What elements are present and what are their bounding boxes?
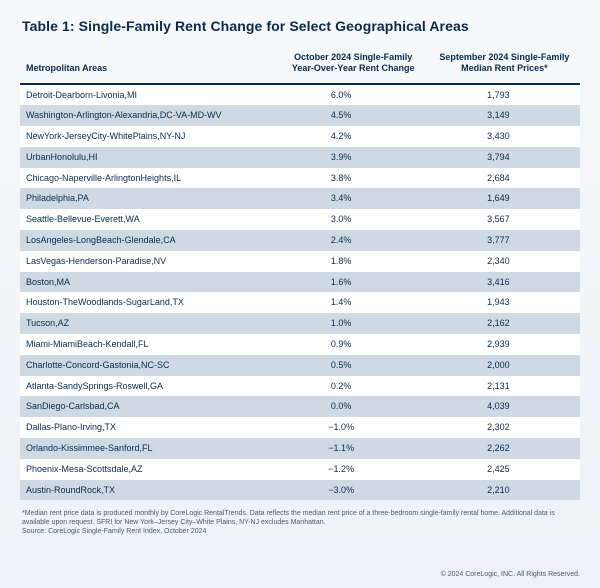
cell-change: 3.0% [278, 209, 429, 230]
cell-change: −1.2% [278, 459, 429, 480]
cell-price: 3,567 [429, 209, 580, 230]
cell-change: 0.2% [278, 376, 429, 397]
cell-metro: Detroit-Dearborn-Livonia,MI [20, 84, 278, 106]
table-row: LosAngeles-LongBeach-Glendale,CA2.4%3,77… [20, 230, 580, 251]
cell-metro: Houston-TheWoodlands-SugarLand,TX [20, 292, 278, 313]
cell-metro: Tucson,AZ [20, 313, 278, 334]
cell-change: −1.0% [278, 417, 429, 438]
table-footnote: *Median rent price data is produced mont… [20, 510, 580, 536]
table-row: UrbanHonolulu,HI3.9%3,794 [20, 147, 580, 168]
table-card: Table 1: Single-Family Rent Change for S… [0, 0, 600, 588]
cell-change: 0.9% [278, 334, 429, 355]
table-row: Miami-MiamiBeach-Kendall,FL0.9%2,939 [20, 334, 580, 355]
cell-change: 3.9% [278, 147, 429, 168]
column-header-metro: Metropolitan Areas [20, 46, 278, 84]
cell-price: 3,149 [429, 105, 580, 126]
cell-metro: LasVegas-Henderson-Paradise,NV [20, 251, 278, 272]
rent-table: Metropolitan Areas October 2024 Single-F… [20, 46, 580, 500]
cell-change: −1.1% [278, 438, 429, 459]
table-header-row: Metropolitan Areas October 2024 Single-F… [20, 46, 580, 84]
cell-change: −3.0% [278, 480, 429, 501]
cell-price: 3,777 [429, 230, 580, 251]
cell-price: 2,131 [429, 376, 580, 397]
table-row: Chicago-Naperville-ArlingtonHeights,IL3.… [20, 168, 580, 189]
cell-metro: Phoenix-Mesa-Scottsdale,AZ [20, 459, 278, 480]
cell-metro: Chicago-Naperville-ArlingtonHeights,IL [20, 168, 278, 189]
cell-change: 4.2% [278, 126, 429, 147]
table-row: Tucson,AZ1.0%2,162 [20, 313, 580, 334]
table-row: Orlando-Kissimmee-Sanford,FL−1.1%2,262 [20, 438, 580, 459]
cell-price: 2,162 [429, 313, 580, 334]
table-row: LasVegas-Henderson-Paradise,NV1.8%2,340 [20, 251, 580, 272]
table-row: NewYork-JerseyCity-WhitePlains,NY-NJ4.2%… [20, 126, 580, 147]
cell-metro: LosAngeles-LongBeach-Glendale,CA [20, 230, 278, 251]
table-row: Seattle-Bellevue-Everett,WA3.0%3,567 [20, 209, 580, 230]
cell-metro: NewYork-JerseyCity-WhitePlains,NY-NJ [20, 126, 278, 147]
cell-change: 6.0% [278, 84, 429, 106]
cell-change: 1.4% [278, 292, 429, 313]
cell-metro: Austin-RoundRock,TX [20, 480, 278, 501]
cell-price: 1,943 [429, 292, 580, 313]
cell-change: 1.0% [278, 313, 429, 334]
cell-change: 1.6% [278, 272, 429, 293]
cell-price: 1,793 [429, 84, 580, 106]
cell-change: 3.4% [278, 188, 429, 209]
cell-change: 0.5% [278, 355, 429, 376]
cell-price: 1,649 [429, 188, 580, 209]
cell-metro: Washington-Arlington-Alexandria,DC-VA-MD… [20, 105, 278, 126]
cell-price: 2,302 [429, 417, 580, 438]
cell-metro: Philadelphia,PA [20, 188, 278, 209]
cell-price: 2,684 [429, 168, 580, 189]
cell-metro: Dallas-Plano-Irving,TX [20, 417, 278, 438]
copyright-text: © 2024 CoreLogic, INC. All Rights Reserv… [441, 571, 580, 578]
cell-change: 1.8% [278, 251, 429, 272]
cell-metro: Orlando-Kissimmee-Sanford,FL [20, 438, 278, 459]
table-row: Boston,MA1.6%3,416 [20, 272, 580, 293]
table-row: Washington-Arlington-Alexandria,DC-VA-MD… [20, 105, 580, 126]
table-row: Austin-RoundRock,TX−3.0%2,210 [20, 480, 580, 501]
cell-price: 2,340 [429, 251, 580, 272]
cell-price: 3,430 [429, 126, 580, 147]
cell-price: 2,939 [429, 334, 580, 355]
cell-change: 4.5% [278, 105, 429, 126]
cell-metro: Charlotte-Concord-Gastonia,NC-SC [20, 355, 278, 376]
table-row: Phoenix-Mesa-Scottsdale,AZ−1.2%2,425 [20, 459, 580, 480]
table-row: Philadelphia,PA3.4%1,649 [20, 188, 580, 209]
table-row: Dallas-Plano-Irving,TX−1.0%2,302 [20, 417, 580, 438]
cell-price: 2,425 [429, 459, 580, 480]
cell-metro: Seattle-Bellevue-Everett,WA [20, 209, 278, 230]
cell-price: 3,416 [429, 272, 580, 293]
cell-metro: Boston,MA [20, 272, 278, 293]
table-body: Detroit-Dearborn-Livonia,MI6.0%1,793Wash… [20, 84, 580, 501]
cell-price: 2,000 [429, 355, 580, 376]
cell-price: 2,210 [429, 480, 580, 501]
cell-change: 3.8% [278, 168, 429, 189]
table-row: Houston-TheWoodlands-SugarLand,TX1.4%1,9… [20, 292, 580, 313]
column-header-price: September 2024 Single-Family Median Rent… [429, 46, 580, 84]
table-title: Table 1: Single-Family Rent Change for S… [22, 18, 580, 34]
cell-change: 0.0% [278, 396, 429, 417]
cell-price: 4,039 [429, 396, 580, 417]
table-row: SanDiego-Carlsbad,CA0.0%4,039 [20, 396, 580, 417]
column-header-change: October 2024 Single-Family Year-Over-Yea… [278, 46, 429, 84]
table-row: Charlotte-Concord-Gastonia,NC-SC0.5%2,00… [20, 355, 580, 376]
table-row: Atlanta-SandySprings-Roswell,GA0.2%2,131 [20, 376, 580, 397]
table-row: Detroit-Dearborn-Livonia,MI6.0%1,793 [20, 84, 580, 106]
cell-change: 2.4% [278, 230, 429, 251]
cell-metro: SanDiego-Carlsbad,CA [20, 396, 278, 417]
cell-metro: Miami-MiamiBeach-Kendall,FL [20, 334, 278, 355]
cell-metro: Atlanta-SandySprings-Roswell,GA [20, 376, 278, 397]
cell-price: 3,794 [429, 147, 580, 168]
cell-price: 2,262 [429, 438, 580, 459]
cell-metro: UrbanHonolulu,HI [20, 147, 278, 168]
